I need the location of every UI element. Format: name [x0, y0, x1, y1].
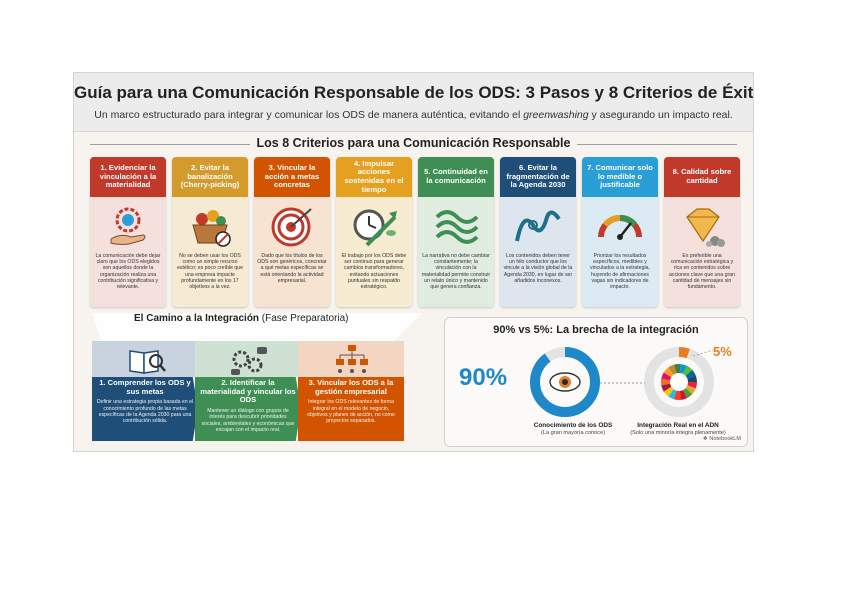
- left-percentage: 90%: [459, 364, 508, 391]
- right-caption: Integración Real en el ADN: [637, 422, 719, 429]
- criteria-card: 6. Evitar la fragmentación de la Agenda …: [500, 157, 576, 307]
- criteria-card: 4. Impulsar acciones sostenidas en el ti…: [336, 157, 412, 307]
- knowledge-ring: [530, 347, 600, 417]
- target-icon: [271, 207, 312, 247]
- criteria-card-title: 1. Evidenciar la vinculación a la materi…: [90, 157, 166, 197]
- integration-step-text: Mantener un diálogo con grupos de interé…: [201, 408, 295, 433]
- criteria-card-text: Los contenidos deben tener un hilo condu…: [503, 253, 573, 284]
- page-title: Guía para una Comunicación Responsable d…: [74, 83, 754, 102]
- right-subcaption: (Solo una minoría integra plenamente): [630, 430, 726, 436]
- clock-growth-icon: [353, 209, 397, 247]
- gears-dialogue-icon: [231, 347, 267, 375]
- left-subcaption: (La gran mayoría conoce): [540, 430, 606, 436]
- gap-title: 90% vs 5%: La brecha de la integración: [493, 324, 699, 336]
- header-band: Guía para una Comunicación Responsable d…: [74, 73, 753, 132]
- criteria-card-text: Priorizar los resultados específicos, me…: [590, 253, 650, 291]
- hand-gear-icon: [110, 207, 146, 245]
- criteria-card-text: Es preferible una comunicación estratégi…: [668, 253, 736, 291]
- callout-connector: [693, 349, 714, 357]
- criteria-card-title: 5. Continuidad en la comunicación: [418, 157, 494, 197]
- integration-step: 3. Vincular los ODS a la gestión empresa…: [298, 341, 404, 441]
- funnel-shape: [92, 313, 422, 343]
- criteria-card-title: 4. Impulsar acciones sostenidas en el ti…: [336, 157, 412, 197]
- infographic: Guía para una Comunicación Responsable d…: [73, 72, 754, 452]
- integration-step-text: Definir una estrategia propia basada en …: [96, 399, 194, 425]
- criteria-card-text: La narrativa no debe cambiar constanteme…: [421, 253, 491, 291]
- criteria-card: 7. Comunicar solo lo medible o justifica…: [582, 157, 658, 307]
- criteria-card-text: La comunicación debe dejar claro que los…: [95, 253, 161, 291]
- integration-step-title: 3. Vincular los ODS a la gestión empresa…: [308, 378, 394, 396]
- criteria-card-title: 3. Vincular la acción a metas concretas: [254, 157, 330, 197]
- criteria-card: 5. Continuidad en la comunicación La narr…: [418, 157, 494, 307]
- page-subtitle: Un marco estructurado para integrar y co…: [94, 109, 733, 121]
- criteria-card-title: 8. Calidad sobre cantidad: [664, 157, 740, 197]
- org-chart-icon: [336, 345, 368, 373]
- criteria-card: 3. Vincular la acción a metas concretas D…: [254, 157, 330, 307]
- right-percentage: 5%: [713, 344, 732, 359]
- integration-step-title: 1. Comprender los ODS y sus metas: [99, 378, 191, 396]
- criteria-card: 8. Calidad sobre cantidad Es preferible u…: [664, 157, 740, 307]
- fruit-basket-icon: [192, 210, 231, 247]
- book-search-icon: [129, 350, 166, 374]
- rope-icon: [435, 210, 479, 244]
- credit-label: ❖ NotebookLM: [702, 436, 741, 442]
- sdg-wheel-icon: [661, 364, 697, 400]
- criteria-card: 1. Evidenciar la vinculación a la materi…: [90, 157, 166, 307]
- gap-panel: 90% vs 5%: La brecha de la integración 9…: [444, 317, 748, 447]
- path-title: El Camino a la Integración (Fase Prepara…: [134, 313, 349, 324]
- criteria-card-text: No se deben usar los ODS como un simple …: [176, 253, 244, 291]
- criteria-card-title: 6. Evitar la fragmentación de la Agenda …: [500, 157, 576, 197]
- integration-ring: [644, 347, 714, 417]
- integration-step-title: 2. Identificar la materialidad y vincula…: [200, 378, 296, 405]
- divider-right: [577, 144, 737, 145]
- diamond-icon: [686, 208, 725, 247]
- gauge-icon: [598, 215, 642, 240]
- criteria-heading: Los 8 Criterios para una Comunicación Re…: [256, 136, 571, 150]
- integration-step: 2. Identificar la materialidad y vincula…: [195, 341, 301, 441]
- criteria-cards: 1. Evidenciar la vinculación a la materi…: [90, 157, 740, 309]
- integration-steps: 1. Comprender los ODS y sus metas Definir…: [92, 341, 404, 443]
- criteria-card-title: 7. Comunicar solo lo medible o justifica…: [582, 157, 658, 197]
- divider-left: [90, 144, 250, 145]
- integration-step: 1. Comprender los ODS y sus metas Definir…: [92, 341, 198, 441]
- criteria-card-text: Dado que los títulos de los ODS son gené…: [257, 253, 327, 284]
- criteria-card: 2. Evitar la banalización (Cherry-pickin…: [172, 157, 248, 307]
- thread-icon: [515, 210, 561, 242]
- left-caption: Conocimiento de los ODS: [533, 422, 613, 429]
- integration-step-text: Integrar los ODS relevantes de forma int…: [307, 399, 395, 425]
- criteria-card-text: El trabajo por los ODS debe ser continuo…: [341, 253, 407, 291]
- eye-icon: [549, 372, 581, 392]
- dotted-connector: [600, 382, 645, 384]
- criteria-card-title: 2. Evitar la banalización (Cherry-pickin…: [172, 157, 248, 197]
